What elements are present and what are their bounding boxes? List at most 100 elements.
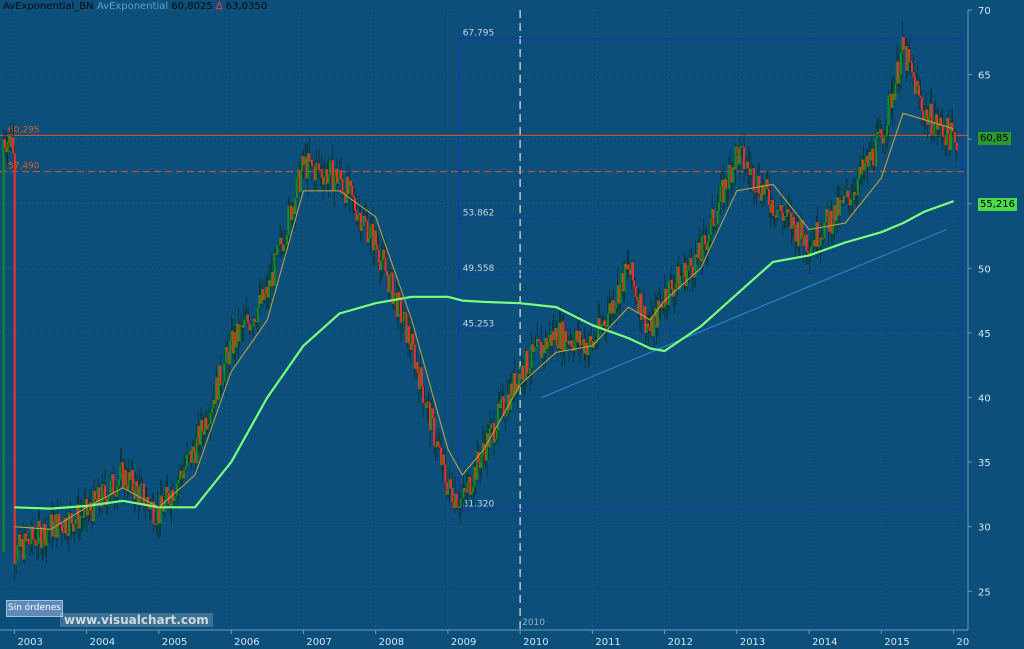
candle-body xyxy=(124,469,127,486)
candle-body xyxy=(565,331,568,343)
candle-body xyxy=(190,450,193,463)
candle-body xyxy=(15,560,18,565)
candle-body xyxy=(135,481,139,487)
candle-body xyxy=(616,285,619,303)
candle-body xyxy=(21,538,25,560)
candle-body xyxy=(440,447,443,466)
candle-body xyxy=(597,318,600,340)
candle-body xyxy=(315,163,318,181)
candle-body xyxy=(691,266,694,277)
candle-body xyxy=(56,513,59,538)
candle-body xyxy=(294,198,297,215)
candle-body xyxy=(263,293,266,301)
candle-body xyxy=(930,103,933,135)
candle-body xyxy=(284,243,287,245)
candle-body xyxy=(458,506,461,508)
candle-body xyxy=(615,302,618,309)
candle-body xyxy=(665,288,668,304)
candle-body xyxy=(258,295,261,308)
candle-body xyxy=(876,131,879,139)
candle-body xyxy=(291,206,294,221)
candle-body xyxy=(795,221,798,242)
candle-body xyxy=(491,423,494,425)
candle-body xyxy=(303,157,307,165)
candle-body xyxy=(80,516,83,517)
candle-body xyxy=(901,36,904,54)
candle-body xyxy=(416,361,419,373)
candle-body xyxy=(699,258,703,262)
candle-body xyxy=(231,330,234,354)
candle-body xyxy=(316,163,319,165)
candle-body xyxy=(847,190,850,199)
candle-body xyxy=(926,109,929,125)
candle-body xyxy=(531,344,535,352)
x-tick-label: 2008 xyxy=(379,637,404,648)
candle-body xyxy=(613,308,616,314)
candle-body xyxy=(645,323,648,333)
candle-body xyxy=(265,286,268,294)
candle-body xyxy=(779,204,782,211)
candle-body xyxy=(260,289,264,304)
candle-body xyxy=(240,325,243,327)
candle-body xyxy=(431,408,434,418)
candle-body xyxy=(235,323,239,348)
candle-body xyxy=(606,314,610,328)
indicator-label: AvExponential xyxy=(96,1,169,12)
fib-level-label: 49.558 xyxy=(463,264,495,274)
candle-body xyxy=(902,36,905,50)
candle-body xyxy=(822,238,825,240)
candle-body xyxy=(891,93,894,108)
candle-body xyxy=(206,425,209,430)
candle-body xyxy=(640,293,643,320)
candle-body xyxy=(941,125,944,137)
level-label: 60,295 xyxy=(8,125,40,135)
candle-body xyxy=(529,367,532,374)
candle-body xyxy=(209,412,212,425)
candle-body xyxy=(544,338,547,354)
candle-body xyxy=(202,431,205,435)
y-tick-label: 70 xyxy=(978,6,991,17)
candle-body xyxy=(448,479,451,489)
candle-body xyxy=(763,186,766,195)
candle-body xyxy=(438,445,441,448)
candle-body xyxy=(141,483,144,485)
candle-body xyxy=(317,164,321,171)
candle-body xyxy=(841,200,844,204)
candle-body xyxy=(473,466,476,488)
candle-body xyxy=(215,377,218,405)
candle-body xyxy=(401,321,404,323)
candle-body xyxy=(861,159,864,175)
candle-body xyxy=(445,482,448,495)
candle-body xyxy=(53,514,57,521)
candle-body xyxy=(409,343,412,351)
fib-level-label: 53.862 xyxy=(463,208,495,218)
candle-body xyxy=(948,133,951,151)
candle-body xyxy=(245,314,248,320)
candle-body xyxy=(433,417,436,446)
candle-body xyxy=(510,383,514,397)
orders-badge[interactable]: Sin órdenes xyxy=(6,600,63,617)
candle-body xyxy=(17,534,20,545)
candle-body xyxy=(530,344,533,368)
candle-body xyxy=(334,168,337,177)
level-label: 57,490 xyxy=(8,162,40,172)
candle-body xyxy=(745,161,748,168)
candle-body xyxy=(641,318,644,320)
candle-body xyxy=(744,167,747,170)
ema-long-line xyxy=(14,200,954,510)
candle-body xyxy=(274,253,277,255)
candle-body xyxy=(335,168,339,184)
candle-body xyxy=(40,526,43,549)
candle-body xyxy=(351,185,354,196)
candle-body xyxy=(570,340,573,348)
candle-body xyxy=(484,449,487,461)
x-tick-label: 2014 xyxy=(812,637,837,648)
candle-body xyxy=(937,124,940,130)
candle-body xyxy=(667,280,671,305)
price-axis-panel xyxy=(968,0,1024,649)
candle-body xyxy=(634,286,637,297)
candle-body xyxy=(819,237,822,247)
candle-body xyxy=(385,270,389,277)
candle-body xyxy=(10,137,14,148)
